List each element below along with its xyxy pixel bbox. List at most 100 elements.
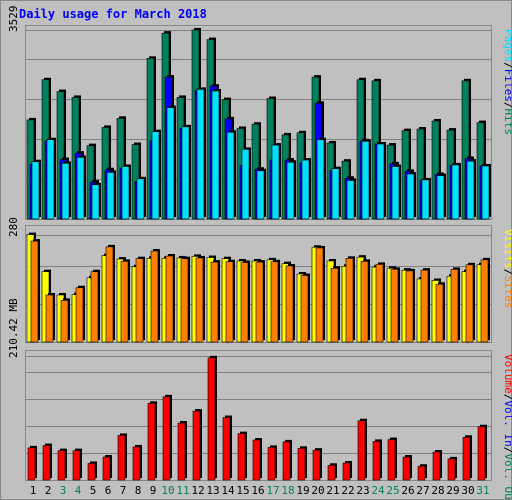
bar-pages-day-20 — [316, 137, 326, 220]
legend-entry: / — [502, 102, 512, 109]
legend-entry: / — [502, 394, 512, 401]
x-tick-label-day-26: 26 — [401, 484, 414, 497]
bar-volume-day-5 — [87, 461, 97, 481]
bar-pages-day-15 — [241, 147, 251, 220]
bar-volume-day-31 — [477, 424, 487, 481]
legend-entry: Pages — [502, 29, 512, 62]
bar-volume-day-9 — [147, 401, 157, 481]
bar-sites-day-24 — [375, 262, 385, 343]
bar-pages-day-28 — [436, 173, 446, 220]
bar-pages-day-21 — [331, 166, 341, 220]
legend-volume: Volume/Vol. In/Vol. Out — [502, 354, 512, 500]
x-tick-label-day-9: 9 — [150, 484, 157, 497]
bar-volume-day-21 — [327, 463, 337, 481]
x-tick-label-day-28: 28 — [431, 484, 444, 497]
bar-volume-day-23 — [357, 418, 367, 481]
bar-sites-day-18 — [285, 263, 295, 343]
bar-pages-day-22 — [346, 178, 356, 220]
bar-sites-day-14 — [225, 259, 235, 343]
x-tick-label-day-25: 25 — [386, 484, 399, 497]
x-tick-label-day-19: 19 — [296, 484, 309, 497]
bar-volume-day-16 — [252, 438, 262, 481]
bar-volume-day-10 — [162, 394, 172, 481]
bar-sites-day-5 — [90, 269, 100, 343]
bar-sites-day-31 — [480, 257, 490, 343]
legend-hits_pages_files: Pages/Files/Hits — [502, 29, 512, 135]
bar-pages-day-13 — [211, 89, 221, 220]
legend-entry: / — [502, 447, 512, 454]
y-max-label-volume: 210.42 MB — [7, 298, 20, 358]
bar-sites-day-12 — [195, 255, 205, 343]
bar-pages-day-1 — [31, 159, 41, 220]
bar-volume-day-6 — [102, 455, 112, 481]
x-tick-label-day-1: 1 — [30, 484, 37, 497]
legend-entry: Visits — [502, 229, 512, 269]
x-tick-label-day-27: 27 — [416, 484, 429, 497]
bar-sites-day-10 — [165, 254, 175, 343]
bar-pages-day-2 — [46, 137, 56, 220]
y-max-label-visits_sites: 280 — [7, 217, 20, 237]
bar-volume-day-26 — [402, 455, 412, 481]
bar-volume-day-22 — [342, 461, 352, 481]
bar-pages-day-7 — [121, 164, 131, 220]
x-tick-label-day-2: 2 — [45, 484, 52, 497]
legend-entry: Sites — [502, 275, 512, 308]
x-tick-label-day-18: 18 — [281, 484, 294, 497]
bar-sites-day-7 — [120, 259, 130, 343]
bar-pages-day-23 — [361, 139, 371, 220]
bar-pages-day-12 — [196, 87, 206, 220]
bar-sites-day-22 — [345, 256, 355, 343]
bar-pages-day-27 — [421, 177, 431, 220]
bar-sites-day-9 — [150, 249, 160, 343]
bar-sites-day-3 — [60, 298, 70, 343]
bar-sites-day-16 — [255, 260, 265, 343]
legend-entry: Vol. In — [502, 400, 512, 446]
chart-title: Daily usage for March 2018 — [19, 7, 207, 21]
x-tick-label-day-21: 21 — [326, 484, 339, 497]
bar-volume-day-27 — [417, 464, 427, 481]
bar-sites-day-21 — [330, 266, 340, 343]
legend-entry: Files — [502, 69, 512, 102]
bar-sites-day-27 — [420, 268, 430, 343]
bar-sites-day-2 — [45, 292, 55, 343]
bar-volume-day-15 — [237, 431, 247, 481]
x-tick-label-day-3: 3 — [60, 484, 67, 497]
x-tick-label-day-29: 29 — [446, 484, 459, 497]
bar-sites-day-23 — [360, 259, 370, 343]
bar-pages-day-30 — [466, 159, 476, 220]
x-tick-label-day-12: 12 — [191, 484, 204, 497]
bar-volume-day-17 — [267, 445, 277, 481]
bar-sites-day-6 — [105, 244, 115, 343]
legend-entry: Vol. Out — [502, 453, 512, 500]
bar-sites-day-19 — [300, 273, 310, 343]
bar-sites-day-30 — [465, 262, 475, 343]
x-tick-label-day-22: 22 — [341, 484, 354, 497]
bar-volume-day-29 — [447, 456, 457, 481]
x-tick-label-day-16: 16 — [251, 484, 264, 497]
x-tick-label-day-23: 23 — [356, 484, 369, 497]
bar-pages-day-31 — [481, 163, 491, 220]
bar-sites-day-11 — [180, 256, 190, 343]
bar-volume-day-30 — [462, 435, 472, 481]
bar-sites-day-13 — [210, 260, 220, 343]
legend-visits_sites: Visits/Sites — [502, 229, 512, 309]
bar-volume-day-13 — [207, 355, 217, 481]
bar-volume-day-1 — [27, 445, 37, 481]
x-tick-label-day-4: 4 — [75, 484, 82, 497]
legend-entry: / — [502, 62, 512, 69]
x-tick-label-day-31: 31 — [476, 484, 489, 497]
legend-entry: Hits — [502, 109, 512, 136]
bar-pages-day-8 — [136, 176, 146, 220]
bar-volume-day-7 — [117, 433, 127, 481]
x-tick-label-day-17: 17 — [266, 484, 279, 497]
bar-pages-day-6 — [106, 170, 116, 220]
bar-sites-day-25 — [390, 267, 400, 343]
bar-pages-day-10 — [166, 105, 176, 220]
bar-pages-day-4 — [76, 155, 86, 220]
bar-pages-day-5 — [91, 182, 101, 220]
bar-volume-day-14 — [222, 415, 232, 481]
bar-pages-day-19 — [301, 158, 311, 220]
x-tick-label-day-8: 8 — [135, 484, 142, 497]
bar-volume-day-19 — [297, 446, 307, 481]
